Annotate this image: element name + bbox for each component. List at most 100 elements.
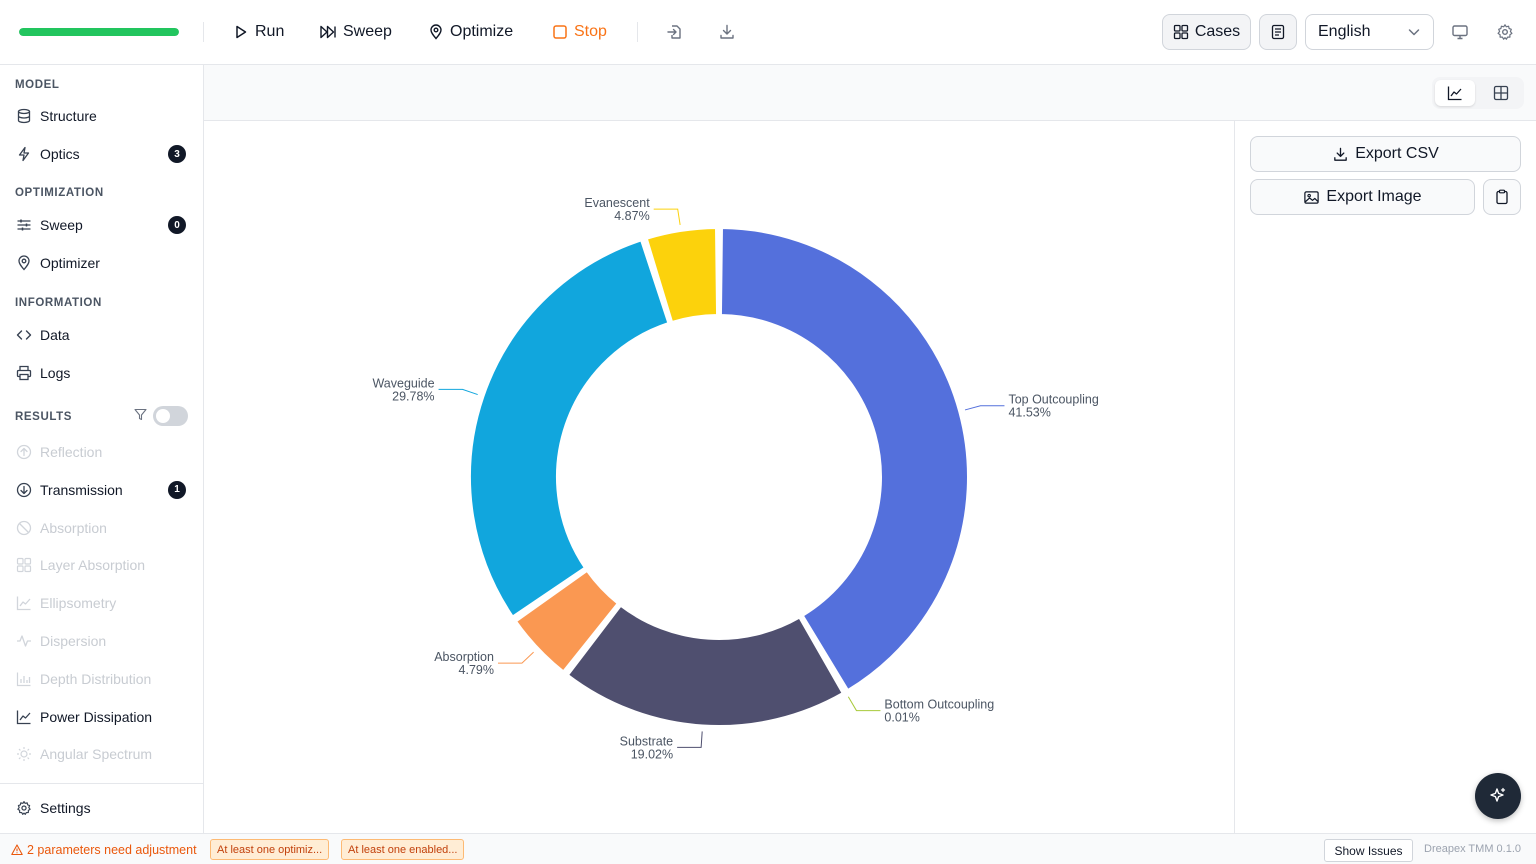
- sidebar-item-ellipsometry[interactable]: Ellipsometry: [15, 588, 190, 618]
- warning-message[interactable]: 2 parameters need adjustment: [11, 843, 197, 857]
- run-label: Run: [255, 23, 285, 40]
- sidebar-item-label: Ellipsometry: [40, 595, 117, 612]
- copy-clipboard-button[interactable]: [1483, 179, 1521, 215]
- stop-button[interactable]: Stop: [552, 16, 607, 48]
- pie-slice-substrate[interactable]: [567, 604, 844, 727]
- chart-area: Top Outcoupling 41.53% Bottom Outcoupling 0…: [204, 121, 1234, 833]
- sidebar-item-sweep[interactable]: Sweep 0: [15, 210, 190, 240]
- slice-percent-label: 29.78%: [392, 389, 434, 403]
- view-switch: [1432, 77, 1524, 109]
- database-icon: [15, 107, 33, 125]
- sidebar-item-dispersion[interactable]: Dispersion: [15, 626, 190, 656]
- sun-icon: [15, 745, 33, 763]
- top-toolbar: Run Sweep Optimize Stop Cases: [0, 0, 1536, 65]
- sidebar-item-depth-distribution[interactable]: Depth Distribution: [15, 664, 190, 694]
- chart-line-icon: [1447, 85, 1463, 101]
- sidebar-item-reflection[interactable]: Reflection: [15, 437, 190, 467]
- sweep-label: Sweep: [343, 23, 392, 40]
- arrow-down-circle-icon: [15, 481, 33, 499]
- sidebar-item-logs[interactable]: Logs: [15, 358, 190, 388]
- sidebar-item-optimizer[interactable]: Optimizer: [15, 248, 190, 278]
- image-icon: [1303, 189, 1320, 206]
- sidebar-item-layer-absorption[interactable]: Layer Absorption: [15, 550, 190, 580]
- sidebar-item-label: Data: [40, 327, 70, 343]
- sidebar-item-settings[interactable]: Settings: [15, 793, 190, 823]
- import-button[interactable]: [663, 20, 687, 44]
- printer-icon: [15, 364, 33, 382]
- run-button[interactable]: Run: [233, 16, 284, 48]
- leader-line-evanescent: [653, 208, 681, 226]
- play-icon: [233, 24, 249, 40]
- chart-line-icon: [15, 708, 33, 726]
- slice-label: Absorption: [434, 650, 494, 664]
- sidebar-item-data[interactable]: Data: [15, 320, 190, 350]
- pie-slice-absorption[interactable]: [515, 569, 619, 673]
- stop-label: Stop: [574, 23, 607, 40]
- table-view-button[interactable]: [1481, 80, 1521, 106]
- import-file-icon: [666, 23, 684, 41]
- download-icon: [1332, 146, 1349, 163]
- chevron-down-icon: [1407, 25, 1421, 39]
- count-badge: 1: [168, 480, 186, 499]
- count-badge: 3: [168, 145, 186, 163]
- status-bar: 2 parameters need adjustment At least on…: [0, 833, 1536, 864]
- chart-line-icon: [15, 594, 33, 612]
- map-pin-icon: [428, 24, 444, 40]
- sidebar-item-power-dissipation[interactable]: Power Dissipation: [15, 702, 190, 732]
- fast-forward-icon: [319, 24, 337, 40]
- cases-button[interactable]: Cases: [1162, 14, 1251, 50]
- sidebar-item-structure[interactable]: Structure: [15, 101, 190, 131]
- sweep-button[interactable]: Sweep: [319, 16, 392, 48]
- export-csv-button[interactable]: Export CSV: [1250, 136, 1521, 172]
- language-select[interactable]: English: [1305, 14, 1434, 50]
- warning-triangle-icon: [11, 844, 23, 856]
- gear-icon: [1496, 23, 1514, 41]
- sidebar-item-angular-spectrum[interactable]: Angular Spectrum: [15, 739, 190, 769]
- document-icon: [1270, 24, 1286, 40]
- notes-button[interactable]: [1259, 14, 1297, 50]
- gear-icon: [15, 799, 33, 817]
- sidebar-item-transmission[interactable]: Transmission 1: [15, 475, 190, 505]
- sidebar-item-label: Power Dissipation: [40, 708, 153, 725]
- pie-slice-waveguide[interactable]: [469, 239, 670, 618]
- section-title-optimization: OPTIMIZATION: [15, 187, 104, 199]
- clipboard-icon: [1494, 189, 1510, 205]
- slice-label: Evanescent: [584, 196, 650, 210]
- table-icon: [1493, 85, 1509, 101]
- sidebar-item-label: Dispersion: [40, 633, 107, 649]
- version-label: Dreapex TMM 0.1.0: [1424, 843, 1522, 855]
- sparkle-icon: [1488, 786, 1508, 806]
- slice-percent-label: 4.87%: [614, 209, 649, 223]
- stop-square-icon: [552, 24, 568, 40]
- sidebar: MODEL Structure Optics 3 OPTIMIZATION Sw…: [0, 65, 204, 833]
- sidebar-item-label: Depth Distribution: [40, 670, 152, 687]
- sidebar-item-absorption[interactable]: Absorption: [15, 513, 190, 543]
- export-panel: Export CSV Export Image: [1234, 121, 1536, 833]
- settings-button[interactable]: [1493, 20, 1517, 44]
- results-filter-toggle[interactable]: [153, 406, 188, 426]
- optimize-button[interactable]: Optimize: [428, 16, 513, 48]
- chart-view-button[interactable]: [1435, 80, 1475, 106]
- slice-percent-label: 41.53%: [1008, 406, 1050, 420]
- pie-slice-evanescent[interactable]: [645, 227, 719, 323]
- leader-line-bottom-outcoupling: [847, 696, 881, 712]
- download-button[interactable]: [715, 20, 739, 44]
- sidebar-item-label: Sweep: [40, 217, 83, 233]
- progress-bar: [19, 28, 179, 36]
- ai-assistant-button[interactable]: [1475, 773, 1521, 819]
- export-image-button[interactable]: Export Image: [1250, 179, 1475, 215]
- sidebar-item-optics[interactable]: Optics 3: [15, 139, 190, 169]
- sliders-icon: [15, 216, 33, 234]
- sidebar-item-label: Angular Spectrum: [40, 746, 153, 763]
- warning-chip[interactable]: At least one enabled...: [341, 839, 465, 860]
- warning-chip[interactable]: At least one optimiz...: [210, 839, 330, 860]
- display-button[interactable]: [1448, 20, 1472, 44]
- lightning-icon: [15, 145, 33, 163]
- show-issues-button[interactable]: Show Issues: [1324, 839, 1413, 862]
- layout-grid-icon: [15, 556, 33, 574]
- export-image-label: Export Image: [1326, 188, 1422, 205]
- pie-slice-top-outcoupling[interactable]: [719, 227, 969, 692]
- sidebar-item-label: Absorption: [40, 519, 107, 536]
- slice-percent-label: 0.01%: [884, 711, 919, 725]
- sidebar-item-label: Structure: [40, 108, 97, 124]
